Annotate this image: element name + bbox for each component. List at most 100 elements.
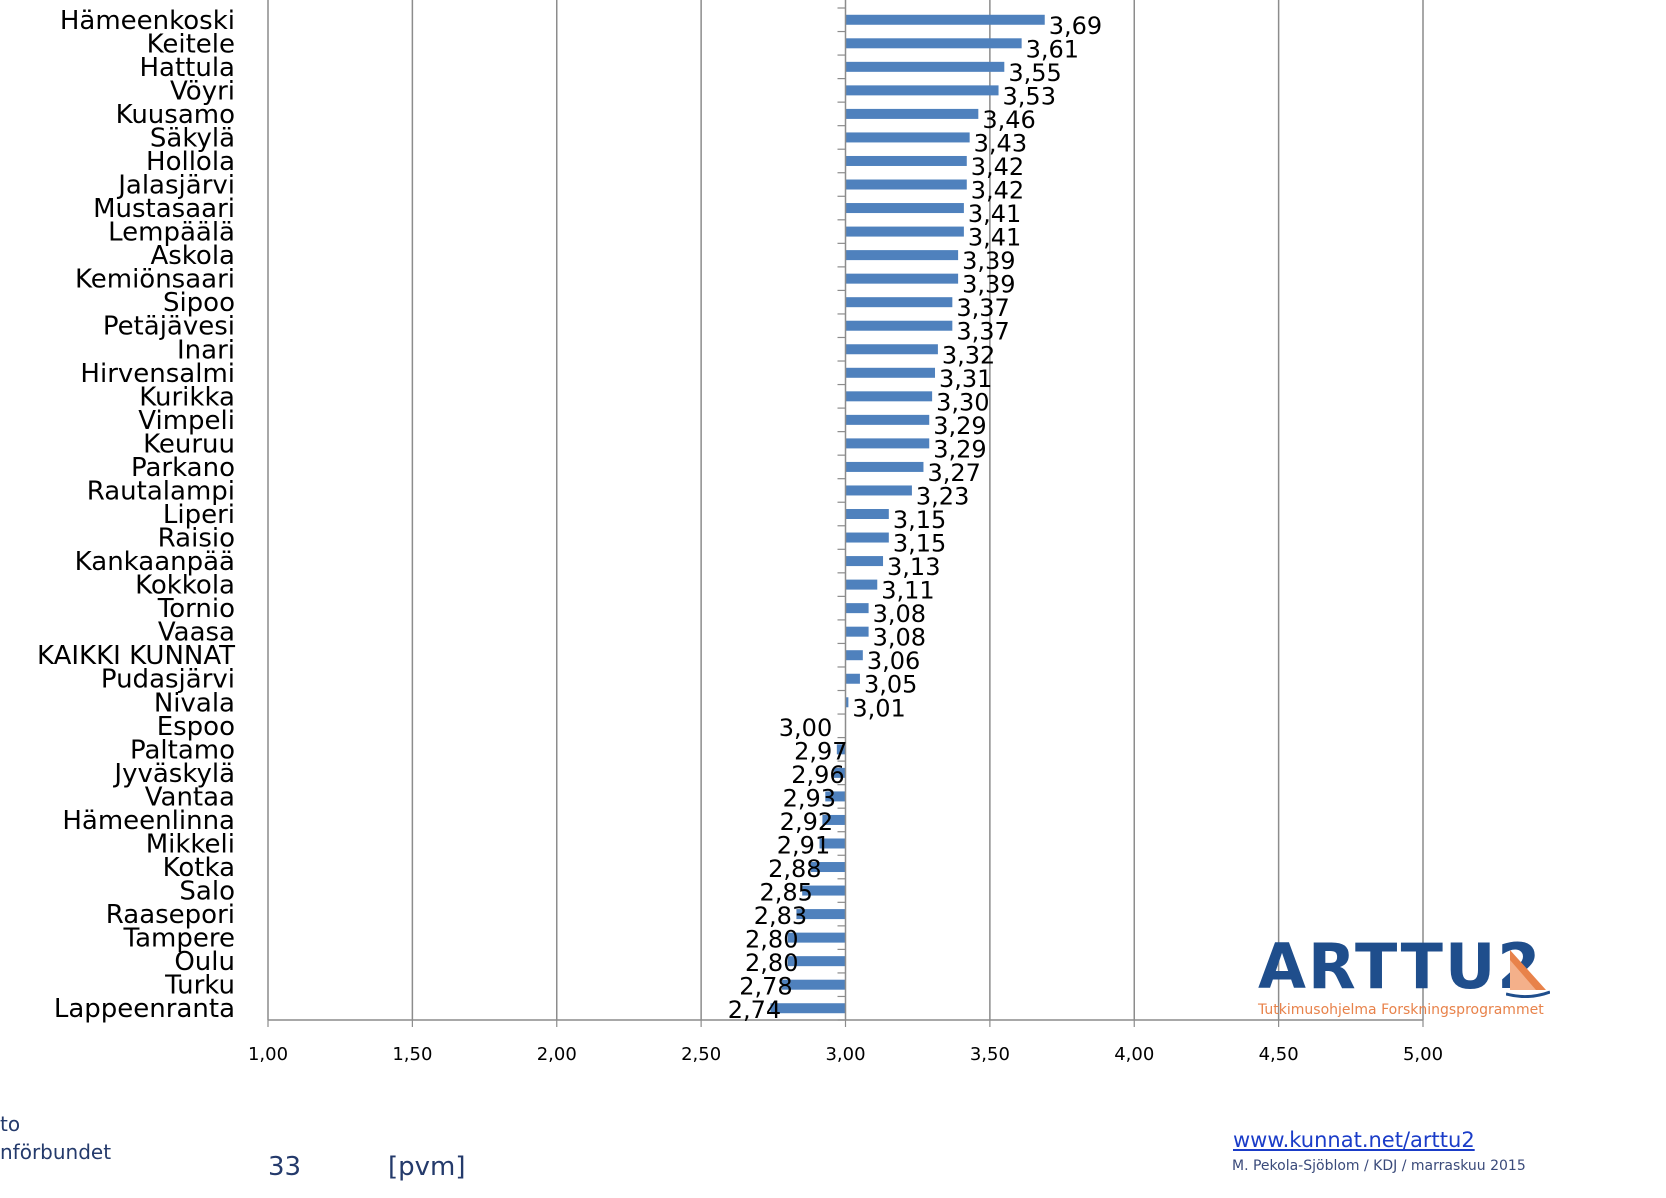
value-label: 3,61 (1026, 35, 1079, 63)
value-label: 3,42 (971, 177, 1024, 205)
category-label: Raisio (158, 524, 235, 554)
value-label: 3,37 (956, 294, 1009, 322)
bar (845, 579, 878, 590)
bar (845, 273, 959, 284)
x-tick-label: 4,00 (1114, 1044, 1154, 1065)
gridlines (267, 0, 1424, 1020)
value-label: 2,93 (783, 784, 836, 812)
bar (833, 767, 846, 778)
bar (845, 485, 912, 496)
value-label: 3,39 (962, 271, 1015, 299)
category-label: Liperi (163, 500, 235, 530)
value-label: 3,08 (873, 600, 926, 628)
sail-icon (1506, 950, 1550, 998)
x-tick-label: 3,50 (970, 1044, 1010, 1065)
bar (845, 532, 889, 543)
category-label: Rautalampi (87, 476, 235, 506)
value-label: 2,91 (777, 831, 830, 859)
bar-chart: HämeenkoskiKeiteleHattulaVöyriKuusamoSäk… (37, 0, 1443, 1065)
arttu2-logo: ARTTU2 Tutkimusohjelma Forskningsprogram… (1258, 930, 1558, 1020)
category-label: Mustasaari (93, 194, 235, 224)
category-label: Vantaa (145, 782, 235, 812)
value-label: 3,15 (893, 530, 946, 558)
bar (845, 650, 863, 661)
value-label: 3,32 (942, 341, 995, 369)
bar (845, 320, 953, 331)
category-label: Petäjävesi (103, 312, 235, 342)
category-label: Kurikka (139, 382, 235, 412)
bar (845, 344, 938, 355)
logo-subtitle: Tutkimusohjelma Forskningsprogrammet (1258, 1002, 1544, 1018)
bar (845, 414, 930, 425)
x-tick-label: 2,50 (681, 1044, 721, 1065)
date-placeholder: [pvm] (388, 1152, 466, 1182)
value-label: 2,78 (739, 973, 792, 1001)
category-label: Pudasjärvi (101, 665, 235, 695)
bar (781, 979, 846, 990)
category-label: Salo (179, 877, 235, 907)
x-tick-label: 1,50 (392, 1044, 432, 1065)
bar (845, 203, 964, 214)
bar (845, 367, 936, 378)
bar (845, 603, 869, 614)
bar (845, 85, 999, 96)
value-label: 2,85 (759, 879, 812, 907)
value-label: 3,01 (852, 694, 905, 722)
value-label: 3,11 (881, 577, 934, 605)
x-tick-label: 5,00 (1403, 1044, 1443, 1065)
category-label: Kankaanpää (75, 547, 235, 577)
category-label: Keitele (147, 29, 235, 59)
x-tick-label: 1,00 (248, 1044, 288, 1065)
bar (845, 438, 930, 449)
value-label: 3,30 (936, 388, 989, 416)
value-label: 3,15 (893, 506, 946, 534)
category-label: Oulu (174, 947, 235, 977)
value-label: 3,29 (933, 412, 986, 440)
category-label: Paltamo (130, 735, 235, 765)
value-label: 2,92 (780, 808, 833, 836)
value-label: 3,46 (982, 106, 1035, 134)
bar (845, 626, 869, 637)
bar (845, 461, 924, 472)
value-label: 3,53 (1003, 82, 1056, 110)
value-label: 3,69 (1049, 12, 1102, 40)
bar (845, 14, 1045, 25)
category-label: Lempäälä (108, 218, 235, 248)
value-label: 2,80 (745, 926, 798, 954)
bar (836, 744, 846, 755)
bar (845, 673, 860, 684)
bar (845, 179, 967, 190)
value-label: 2,88 (768, 855, 821, 883)
value-label: 3,13 (887, 553, 940, 581)
category-label: Lappeenranta (54, 994, 235, 1024)
category-label: Inari (177, 335, 235, 365)
category-label: Parkano (131, 453, 235, 483)
logo-wordmark: ARTTU2 (1258, 930, 1543, 1003)
x-tick-label: 3,00 (825, 1044, 865, 1065)
author-credit: M. Pekola-Sjöblom / KDJ / marraskuu 2015 (1232, 1158, 1526, 1174)
category-label: Tampere (123, 924, 235, 954)
category-label: Tornio (157, 594, 235, 624)
bar (802, 885, 846, 896)
value-label: 3,00 (779, 714, 832, 742)
x-tick-labels: 1,00 1,50 2,00 2,50 3,00 3,50 4,00 4,50 5,00 (248, 1044, 1443, 1065)
category-label: Hirvensalmi (80, 359, 235, 389)
bar (819, 838, 846, 849)
value-label: 2,96 (791, 761, 844, 789)
category-label: Hollola (146, 147, 235, 177)
category-label: Vöyri (170, 76, 235, 106)
value-label: 3,37 (956, 318, 1009, 346)
category-label: Hattula (139, 53, 235, 83)
category-label: Kotka (163, 853, 235, 883)
bar (845, 250, 959, 261)
x-tick-label: 2,00 (537, 1044, 577, 1065)
category-label: Vimpeli (138, 406, 235, 436)
arttu2-link[interactable]: www.kunnat.net/arttu2 (1233, 1128, 1475, 1152)
bar (845, 297, 953, 308)
bar (822, 814, 846, 825)
value-label: 3,31 (939, 365, 992, 393)
bar (787, 956, 846, 967)
category-label: Jalasjärvi (116, 171, 235, 201)
value-label: 3,41 (968, 224, 1021, 252)
bar (845, 108, 979, 119)
